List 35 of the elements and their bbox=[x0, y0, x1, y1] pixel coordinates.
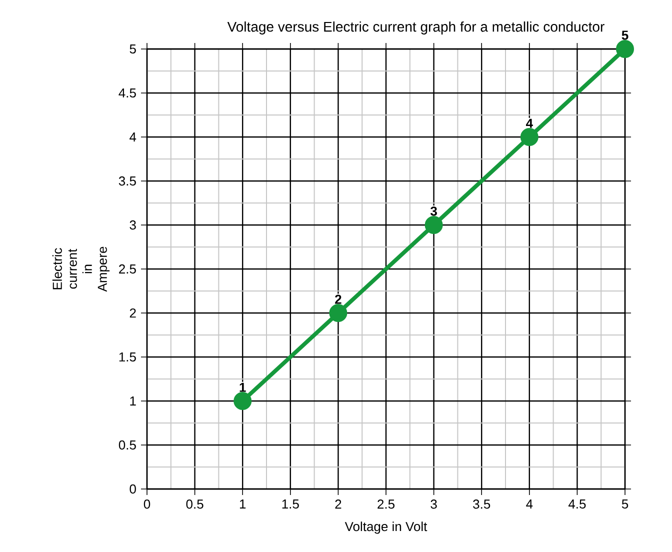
x-tick-label: 0 bbox=[144, 500, 150, 509]
y-tick-label: 0.5 bbox=[118, 440, 136, 450]
y-tick-label: 2 bbox=[130, 308, 136, 318]
data-label: 1 bbox=[240, 382, 246, 392]
x-tick-label: 0.5 bbox=[186, 500, 204, 509]
x-axis-title: Voltage in Volt bbox=[344, 522, 428, 534]
y-tick-label: 2.5 bbox=[119, 264, 136, 274]
y-tick-label: 4 bbox=[130, 132, 136, 142]
point bbox=[329, 304, 348, 322]
x-tick-label: 1.5 bbox=[282, 500, 299, 509]
data-label: 2 bbox=[335, 294, 342, 304]
point bbox=[616, 40, 634, 58]
x-tick-label: 1 bbox=[240, 500, 246, 508]
point bbox=[234, 392, 252, 410]
x-tick-label: 4.5 bbox=[568, 500, 586, 509]
x-tick-label: 2 bbox=[335, 500, 342, 509]
x-tick-label: 4 bbox=[526, 500, 533, 508]
x-tick-label: 5 bbox=[622, 500, 628, 509]
x-tick-label: 2.5 bbox=[378, 500, 394, 509]
y-axis-title: Electric current in Ampere bbox=[52, 246, 110, 292]
y-tick-label: 5 bbox=[130, 44, 136, 54]
point bbox=[424, 216, 443, 234]
y-tick-label: 3 bbox=[130, 220, 136, 230]
data-label: 5 bbox=[622, 30, 628, 40]
chart-title: Voltage versus Electric current graph for a metallic conductor bbox=[227, 21, 604, 34]
data-label: 3 bbox=[430, 206, 437, 216]
data-label: 4 bbox=[526, 118, 533, 128]
y-tick-label: 0 bbox=[130, 484, 136, 494]
x-tick-label: 3.5 bbox=[473, 500, 490, 509]
point bbox=[520, 128, 538, 146]
y-tick-label: 1 bbox=[130, 396, 136, 406]
y-tick-label: 4.5 bbox=[118, 88, 136, 98]
y-tick-label: 3.5 bbox=[118, 176, 136, 186]
x-tick-label: 3 bbox=[430, 500, 437, 509]
y-tick-label: 1.5 bbox=[119, 352, 136, 362]
